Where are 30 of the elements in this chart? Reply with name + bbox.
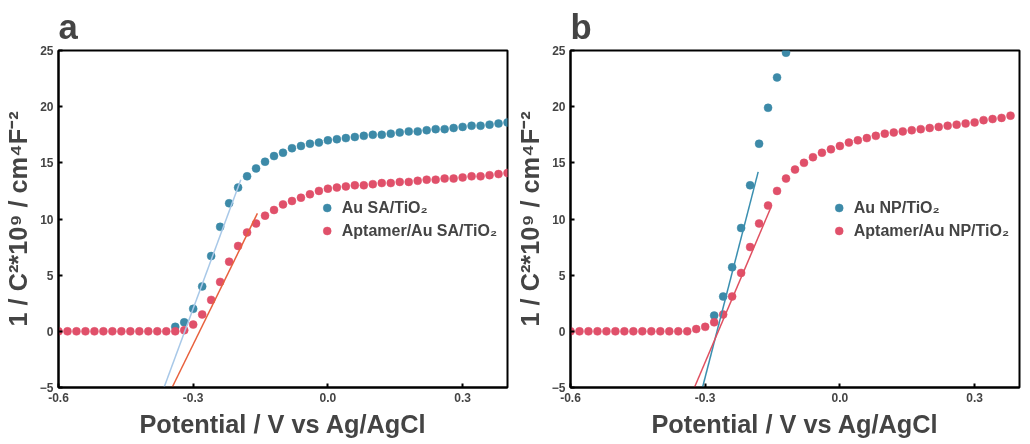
- chart-title: b: [570, 7, 592, 46]
- y-tick-label: 5: [46, 268, 54, 283]
- legend-label: Au NP/TiO₂: [853, 198, 940, 216]
- x-tick-label: 0.0: [319, 390, 337, 405]
- y-tick-label: 10: [40, 212, 54, 227]
- y-tick-label: 15: [552, 156, 566, 171]
- y-tick-label: 5: [558, 268, 566, 283]
- legend-label: Aptamer/Au SA/TiO₂: [341, 221, 497, 239]
- y-tick-label: 10: [552, 212, 566, 227]
- legend-label: Au SA/TiO₂: [341, 198, 428, 216]
- y-tick-label: 0: [558, 324, 566, 339]
- y-tick-label: 0: [46, 324, 54, 339]
- x-tick-label: 0.3: [966, 390, 984, 405]
- x-axis-title: Potential / V vs Ag/AgCl: [651, 409, 938, 438]
- y-tick-label: −5: [551, 381, 566, 395]
- x-tick-label: 0.0: [831, 390, 849, 405]
- y-tick-label: 25: [552, 44, 566, 58]
- y-axis-title: 1 / C²*10⁹ / cm⁴F⁻²: [3, 111, 32, 327]
- x-tick-label: -0.3: [694, 390, 716, 405]
- chart-title: a: [58, 7, 79, 46]
- y-tick-label: −5: [39, 381, 54, 395]
- x-axis-title: Potential / V vs Ag/AgCl: [139, 409, 426, 438]
- y-axis-title: 1 / C²*10⁹ / cm⁴F⁻²: [515, 111, 544, 327]
- x-tick-label: -0.3: [182, 390, 204, 405]
- y-tick-label: 15: [40, 156, 54, 171]
- legend-label: Aptamer/Au NP/TiO₂: [853, 221, 1009, 239]
- y-tick-label: 20: [40, 100, 54, 115]
- y-tick-label: 25: [40, 44, 54, 58]
- x-tick-label: 0.3: [454, 390, 472, 405]
- y-tick-label: 20: [552, 100, 566, 115]
